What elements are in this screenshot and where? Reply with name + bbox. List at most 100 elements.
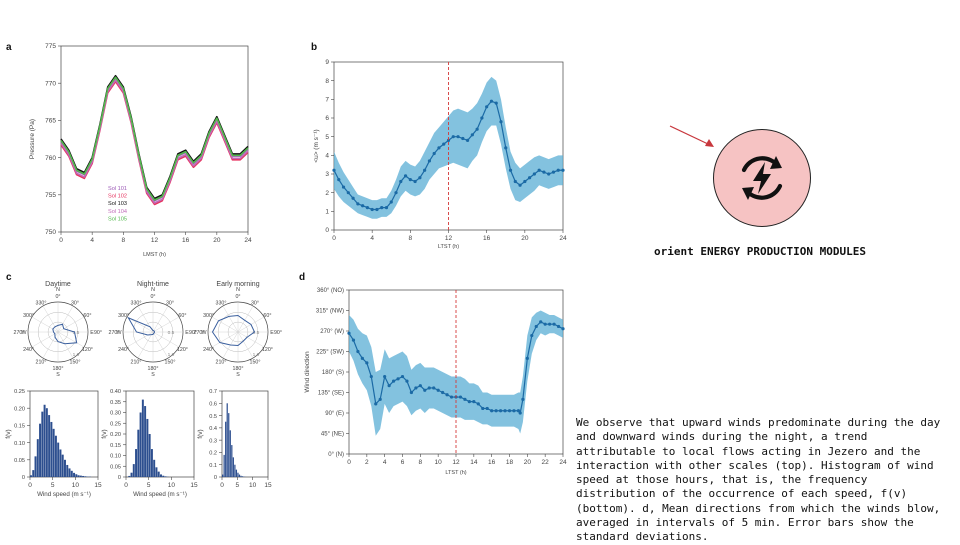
figure-caption: We observe that upward winds predominate… bbox=[576, 416, 948, 545]
panel-c-histogram-2-x-tick-label: 5 bbox=[147, 482, 151, 489]
panel-d-data-point bbox=[521, 398, 524, 401]
panel-c-histogram-3-y-tick-label: 0.3 bbox=[209, 438, 217, 444]
panel-c-histogram-1-bar bbox=[53, 429, 55, 477]
panel-a-legend-entry: Sol 103 bbox=[108, 201, 127, 207]
panel-c-polar-3-angle-label: N bbox=[236, 287, 240, 293]
panel-c-histogram-1-bar bbox=[66, 465, 68, 477]
panel-b-x-tick-label: 24 bbox=[559, 235, 567, 242]
panel-c-histogram-1-bar bbox=[55, 436, 57, 477]
panel-b-data-point bbox=[461, 137, 464, 140]
panel-b-data-point bbox=[428, 159, 431, 162]
panel-d-x-tick-label: 4 bbox=[383, 459, 387, 466]
panel-c-polar-1-angle-label: 120° bbox=[82, 347, 93, 353]
panel-b-data-point bbox=[547, 172, 550, 175]
panel-c-histogram-3-y-axis-label: f(v) bbox=[197, 429, 204, 438]
panel-d-x-tick-label: 10 bbox=[435, 459, 443, 466]
panel-c-histogram-2-x-tick-label: 15 bbox=[190, 482, 198, 489]
panel-c-histogram-3-y-tick-label: 0.7 bbox=[209, 389, 217, 395]
panel-c-histogram-3-x-tick-label: 5 bbox=[236, 482, 240, 489]
panel-c-histogram-2-bar bbox=[153, 460, 155, 477]
panel-d-data-point bbox=[410, 391, 413, 394]
panel-c-histogram-2-bar bbox=[137, 430, 139, 477]
panel-d-data-point bbox=[347, 332, 350, 335]
panel-a-x-tick-label: 12 bbox=[151, 237, 159, 244]
panel-c-histogram-3-bar bbox=[227, 403, 228, 477]
panel-d-x-tick-label: 14 bbox=[470, 459, 478, 466]
panel-c-polar-1-grid-spoke bbox=[43, 332, 58, 358]
panel-d-data-point bbox=[437, 389, 440, 392]
panel-a-series-line bbox=[61, 82, 248, 205]
module-label: orient ENERGY PRODUCTION MODULES bbox=[600, 245, 920, 259]
panel-c-polar-3-angle-label: 210° bbox=[216, 359, 227, 365]
panel-c-polar-2-radial-label: 0.5 bbox=[168, 330, 175, 336]
panel-d-data-point bbox=[361, 357, 364, 360]
panel-c-polar-3-grid-spoke bbox=[212, 317, 238, 332]
panel-b-data-point bbox=[499, 120, 502, 123]
panel-b-data-point bbox=[552, 171, 555, 174]
panel-c-polar-3-angle-label: 60° bbox=[263, 313, 271, 319]
panel-b-data-point bbox=[342, 185, 345, 188]
panel-a-y-tick-label: 750 bbox=[45, 229, 56, 236]
panel-a-x-tick-label: 4 bbox=[90, 237, 94, 244]
panel-c-polar-1-angle-label: 300° bbox=[23, 313, 34, 319]
panel-c-histogram-3-y-tick-label: 0.5 bbox=[209, 414, 217, 420]
panel-c-histogram-2-y-tick-label: 0.35 bbox=[110, 400, 121, 406]
panel-d-data-point bbox=[539, 320, 542, 323]
panel-b-label: b bbox=[311, 42, 317, 53]
panel-d-data-point bbox=[396, 377, 399, 380]
panel-b-data-point bbox=[466, 139, 469, 142]
panel-b-data-point bbox=[495, 101, 498, 104]
panel-c-histogram-1-bar bbox=[48, 415, 50, 477]
panel-d-data-point bbox=[519, 411, 522, 414]
panel-c-histogram-1-bar bbox=[78, 475, 80, 477]
panel-c-polar-1-angle-label: 240° bbox=[23, 347, 34, 353]
panel-b-data-point bbox=[390, 200, 393, 203]
panel-d-x-tick-label: 18 bbox=[506, 459, 514, 466]
panel-c-histogram-1-y-tick-label: 0.15 bbox=[14, 424, 25, 430]
panel-c-histogram-2-y-tick-label: 0.25 bbox=[110, 421, 121, 427]
panel-d-x-tick-label: 6 bbox=[401, 459, 405, 466]
panel-c-histogram-2-bar bbox=[128, 476, 130, 477]
panel-c-polar-1-angle-label: 30° bbox=[71, 301, 79, 307]
panel-d-data-point bbox=[526, 357, 529, 360]
panel-a-x-tick-label: 24 bbox=[244, 237, 252, 244]
panel-c-histogram-1-bar bbox=[37, 439, 39, 477]
panel-c-polar-2-angle-label: 330° bbox=[131, 301, 142, 307]
panel-c-histogram-2-x-axis-label: Wind speed (m s⁻¹) bbox=[133, 491, 187, 498]
panel-d-data-point bbox=[428, 386, 431, 389]
panel-c-histogram-1-x-tick-label: 10 bbox=[72, 482, 80, 489]
panel-d-data-point bbox=[401, 375, 404, 378]
panel-b-data-point bbox=[375, 208, 378, 211]
panel-b-data-point bbox=[561, 169, 564, 172]
panel-c-polar-2-grid-spoke bbox=[153, 332, 179, 347]
panel-c-histogram-3-bar bbox=[231, 445, 232, 477]
panel-c-histogram-3-y-tick-label: 0 bbox=[214, 475, 217, 481]
panel-b-y-tick-label: 3 bbox=[325, 171, 329, 178]
panel-c-polar-2-radial-label: 1.0 bbox=[168, 352, 175, 358]
panel-b-data-point bbox=[361, 204, 364, 207]
panel-b-data-point bbox=[433, 152, 436, 155]
panel-b-data-point bbox=[414, 180, 417, 183]
panel-c-histogram-1-y-tick-label: 0.10 bbox=[14, 441, 25, 447]
panel-c-histogram-2-bar bbox=[133, 464, 135, 477]
panel-c-histogram-3-bar bbox=[222, 475, 223, 477]
panel-b-data-point bbox=[347, 191, 350, 194]
panel-b-data-point bbox=[366, 206, 369, 209]
panel-b-y-tick-label: 0 bbox=[325, 227, 329, 234]
panel-b-x-tick-label: 8 bbox=[409, 235, 413, 242]
panel-c-histogram-1-bar bbox=[50, 422, 52, 477]
panel-d-data-point bbox=[561, 327, 564, 330]
panel-c-histogram-1-bar bbox=[41, 412, 43, 477]
panel-b-x-tick-label: 4 bbox=[370, 235, 374, 242]
panel-c-histogram-1-x-tick-label: 0 bbox=[28, 482, 32, 489]
panel-c-polar-3-angle-label: 90° bbox=[274, 330, 282, 336]
panel-d-x-tick-label: 0 bbox=[347, 459, 351, 466]
panel-a-x-tick-label: 16 bbox=[182, 237, 190, 244]
panel-a-legend-entry: Sol 105 bbox=[108, 216, 127, 222]
panel-c-histogram-2-y-tick-label: 0.10 bbox=[110, 454, 121, 460]
panel-b-data-point bbox=[504, 146, 507, 149]
panel-c-histogram-1-bar bbox=[59, 449, 61, 477]
panel-b-data-point bbox=[337, 178, 340, 181]
panel-c-polar-3-angle-label: S bbox=[236, 372, 240, 378]
panel-a-legend-entry: Sol 104 bbox=[108, 209, 127, 215]
